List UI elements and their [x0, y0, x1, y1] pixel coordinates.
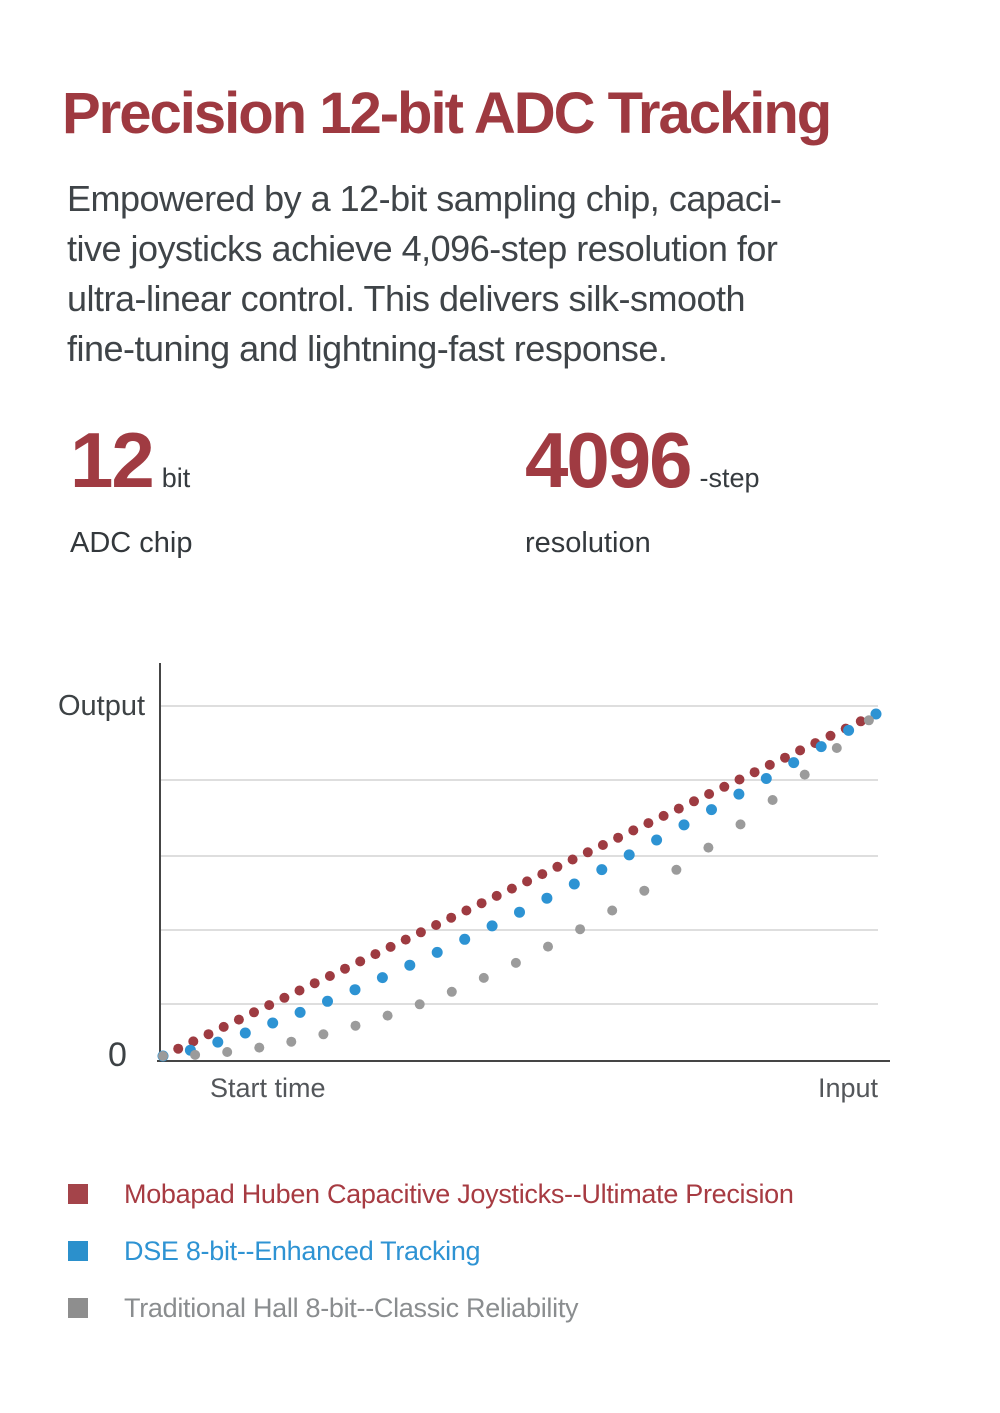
- stats-row: 12 bit ADC chip 4096 -step resolution: [0, 420, 1000, 570]
- page-title: Precision 12-bit ADC Tracking: [62, 81, 832, 146]
- x-axis-label-start: Start time: [210, 1073, 326, 1103]
- stat-label: ADC chip: [70, 527, 193, 559]
- intro-line: tive joysticks achieve 4,096-step resolu…: [67, 228, 778, 269]
- intro-line: Empowered by a 12-bit sampling chip, cap…: [67, 178, 782, 219]
- legend-label: Traditional Hall 8-bit--Classic Reliabil…: [124, 1292, 579, 1323]
- intro-paragraph: Empowered by a 12-bit sampling chip, cap…: [67, 174, 967, 374]
- y-axis-label: Output: [58, 690, 146, 722]
- stat-value: 4096: [525, 416, 693, 504]
- series-dots-mobapad: [158, 709, 881, 1061]
- chart-gridlines: [160, 705, 878, 1005]
- legend-item-hall: Traditional Hall 8-bit--Classic Reliabil…: [68, 1292, 794, 1324]
- series-dots-dse: [157, 708, 882, 1062]
- chart-legend: Mobapad Huben Capacitive Joysticks--Ulti…: [68, 1178, 794, 1349]
- legend-swatch-blue: [68, 1241, 88, 1261]
- chart-axes: [157, 663, 890, 1062]
- legend-swatch-red: [68, 1184, 88, 1204]
- intro-line: fine-tuning and lightning-fast response.: [67, 328, 668, 369]
- legend-item-dse: DSE 8-bit--Enhanced Tracking: [68, 1235, 794, 1267]
- stat-label: resolution: [525, 527, 651, 559]
- stat-suffix: bit: [161, 463, 191, 493]
- adc-tracking-chart: [0, 655, 1000, 1115]
- stat-suffix: -step: [699, 463, 760, 493]
- stat-resolution: 4096 -step resolution: [525, 420, 760, 560]
- series-dots-hall: [158, 715, 874, 1061]
- stat-adc-chip: 12 bit ADC chip: [70, 420, 193, 560]
- legend-label: Mobapad Huben Capacitive Joysticks--Ulti…: [124, 1178, 794, 1209]
- origin-label: 0: [108, 1036, 127, 1074]
- x-axis-label-input: Input: [818, 1073, 879, 1103]
- chart-canvas: [157, 663, 890, 1062]
- legend-swatch-gray: [68, 1298, 88, 1318]
- intro-line: ultra-linear control. This delivers silk…: [67, 278, 746, 319]
- stat-value: 12: [70, 416, 155, 504]
- legend-item-mobapad: Mobapad Huben Capacitive Joysticks--Ulti…: [68, 1178, 794, 1210]
- legend-label: DSE 8-bit--Enhanced Tracking: [124, 1235, 481, 1266]
